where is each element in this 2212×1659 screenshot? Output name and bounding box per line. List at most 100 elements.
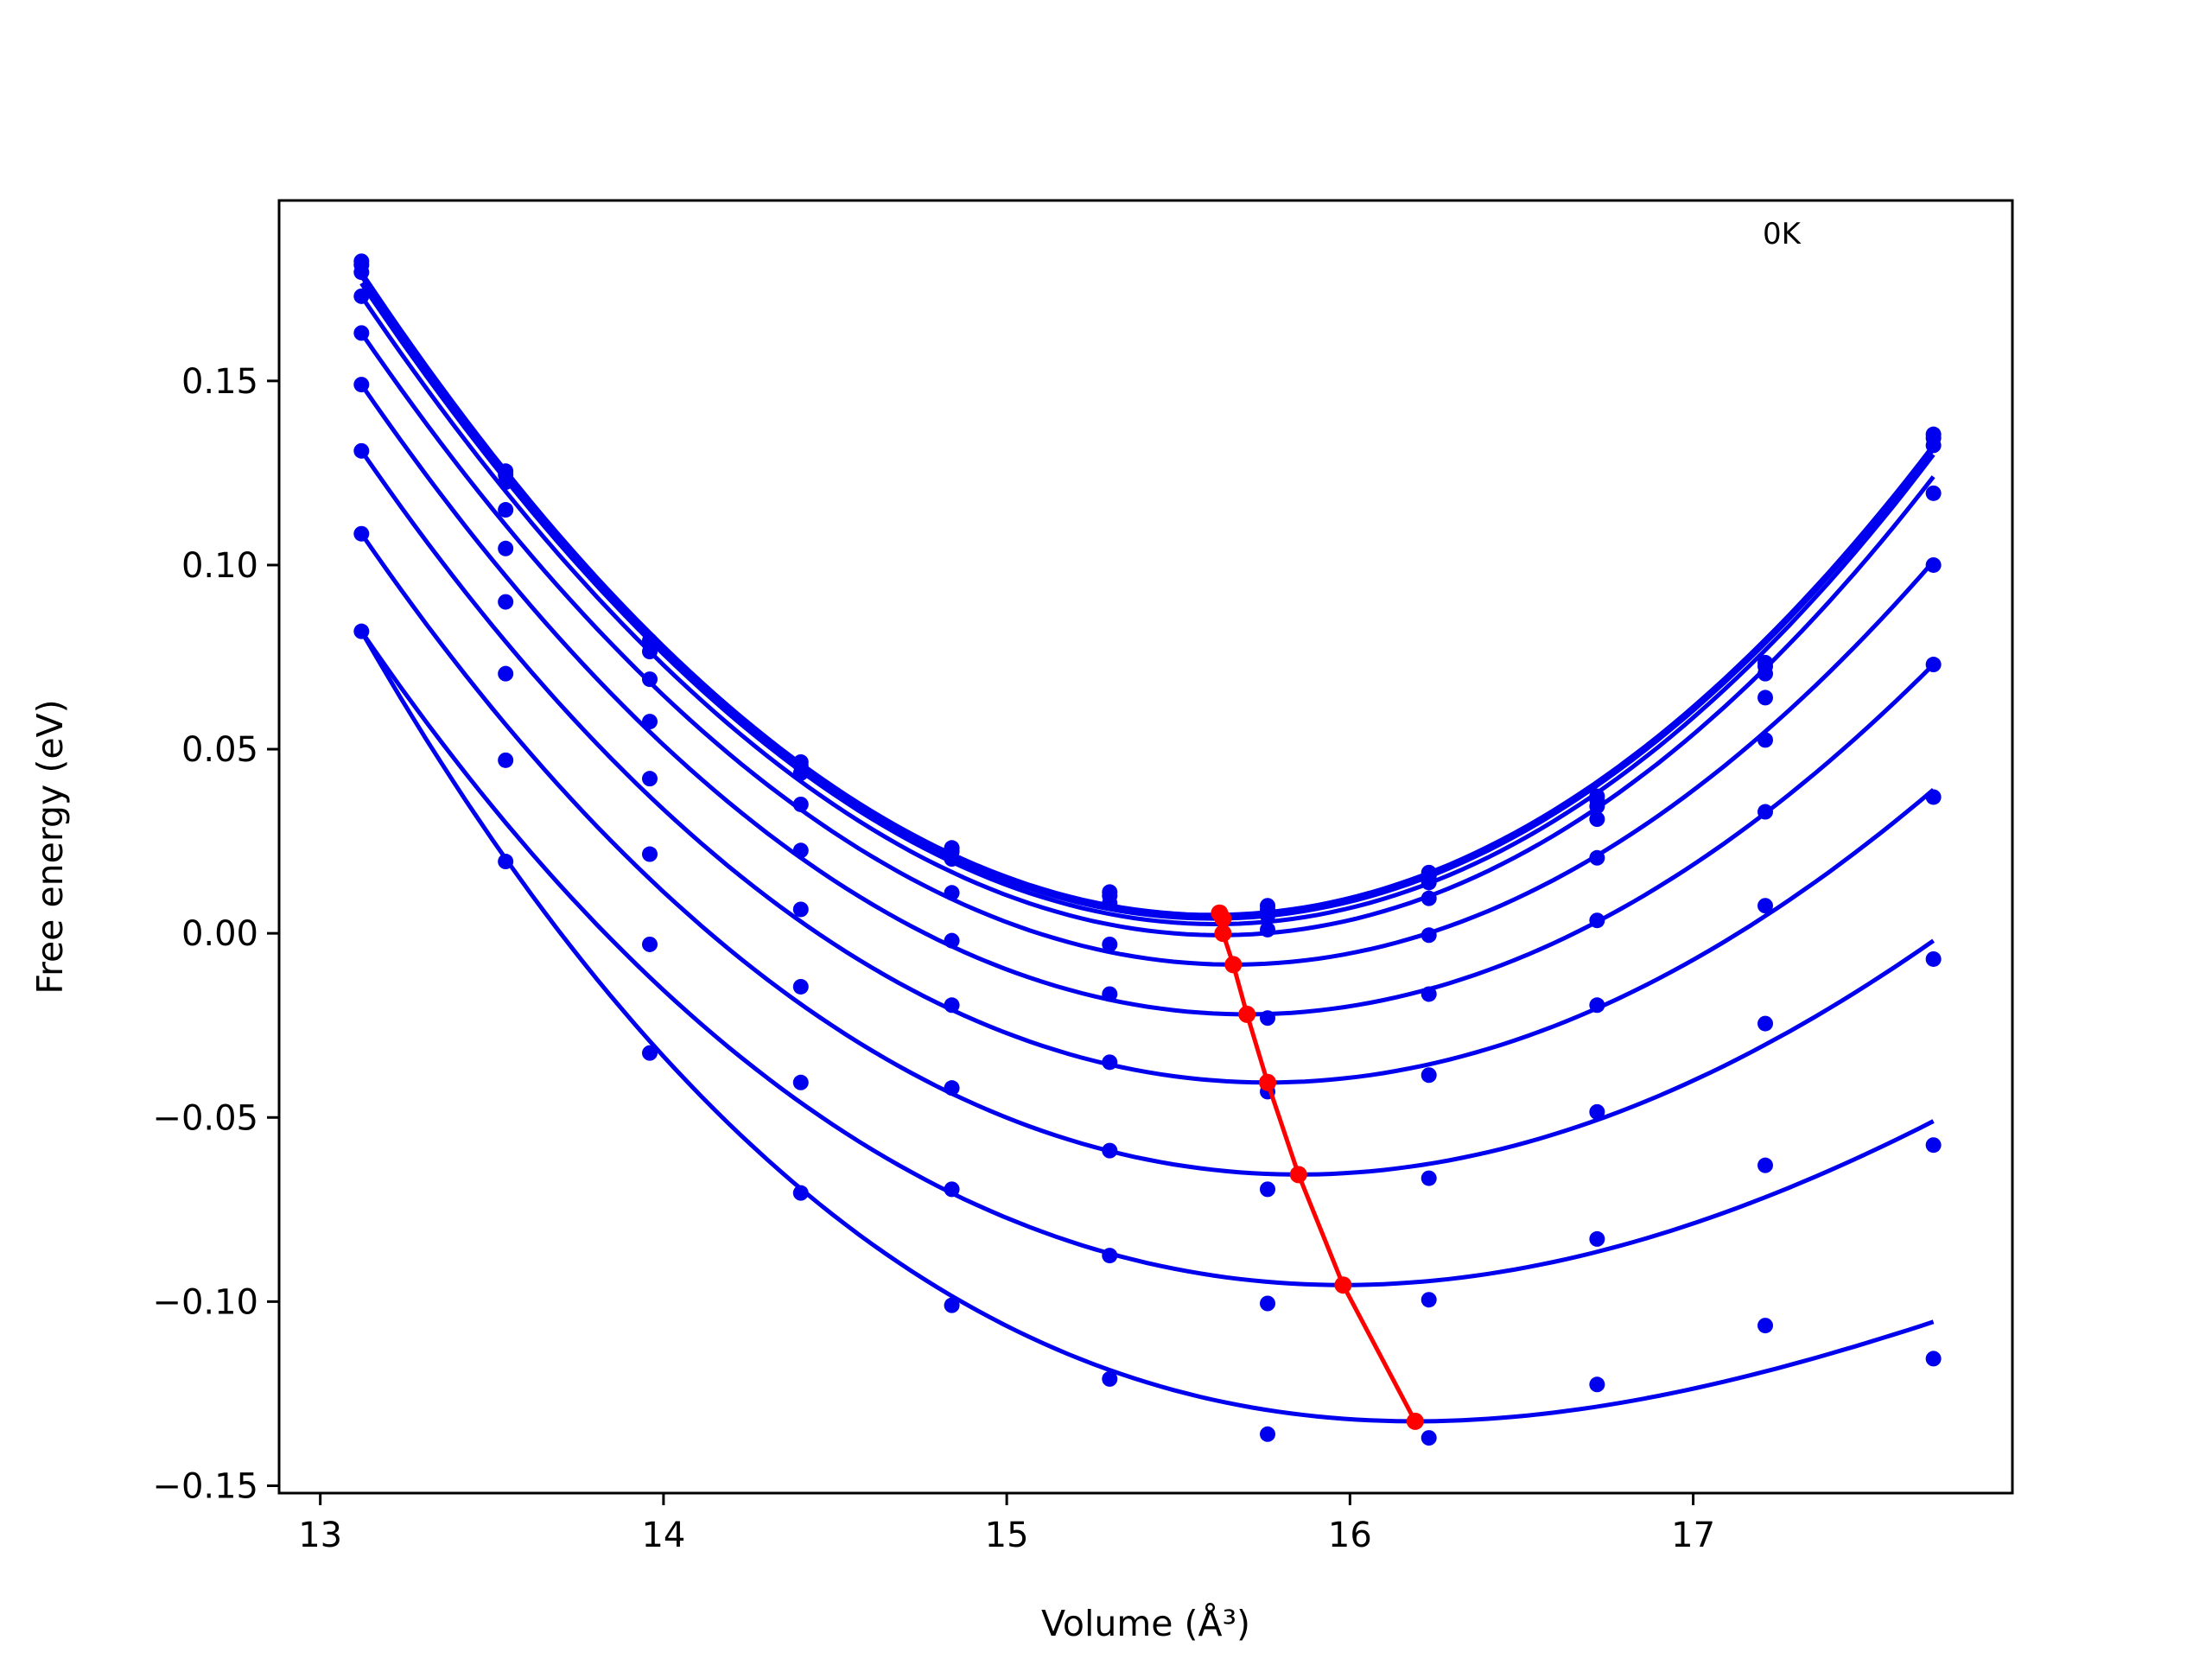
data-point-8 (1260, 1181, 1276, 1198)
data-point-4 (1925, 485, 1942, 501)
data-point-3 (1102, 895, 1118, 912)
minimum-point (1214, 910, 1232, 928)
fit-curve-7 (359, 449, 1936, 1085)
minimum-point (1224, 956, 1243, 974)
plot-layer (353, 253, 1942, 1446)
fit-curve-1 (359, 270, 1936, 918)
fit-curve-5 (359, 331, 1936, 967)
data-point-6 (792, 901, 809, 918)
data-point-9 (1260, 1295, 1276, 1312)
data-point-4 (1102, 936, 1118, 952)
data-point-6 (1102, 1054, 1118, 1071)
data-point-3 (1757, 665, 1773, 682)
data-point-6 (1421, 986, 1437, 1002)
data-point-4 (642, 671, 658, 688)
data-point-3 (792, 765, 809, 781)
data-point-7 (498, 665, 514, 682)
data-point-8 (1925, 950, 1942, 967)
data-point-7 (642, 846, 658, 862)
data-point-7 (1757, 898, 1773, 914)
data-point-4 (1421, 890, 1437, 906)
data-point-7 (1589, 997, 1605, 1014)
x-tick-label: 13 (298, 1516, 342, 1555)
data-point-6 (642, 771, 658, 787)
fit-curve-2 (359, 275, 1936, 921)
data-point-4 (1757, 690, 1773, 706)
data-point-3 (1589, 798, 1605, 815)
data-point-4 (1260, 921, 1276, 938)
data-point-5 (353, 325, 370, 341)
data-point-5 (792, 842, 809, 859)
y-tick-label: −0.10 (152, 1282, 258, 1322)
data-point-5 (642, 714, 658, 730)
data-point-5 (1757, 732, 1773, 748)
y-tick-label: −0.05 (152, 1098, 258, 1138)
data-point-5 (1260, 1010, 1276, 1027)
fit-curve-3 (359, 282, 1936, 927)
fit-curve-8 (359, 532, 1936, 1177)
data-point-5 (1589, 849, 1605, 866)
y-tick-label: 0.10 (181, 546, 258, 586)
data-point-5 (1925, 556, 1942, 573)
data-point-3 (498, 474, 514, 491)
data-point-9 (353, 623, 370, 639)
data-point-6 (944, 997, 960, 1014)
data-point-9 (1757, 1157, 1773, 1173)
data-point-3 (1925, 437, 1942, 454)
minimum-point (1214, 925, 1232, 943)
temperature-annotation: 0K (1763, 217, 1802, 251)
x-axis-ticks: 13 14 15 16 17 (298, 1493, 1715, 1555)
data-point-9 (1925, 1137, 1942, 1154)
data-point-8 (944, 1181, 960, 1198)
data-point-6 (1757, 804, 1773, 820)
y-tick-label: 0.05 (181, 730, 258, 770)
data-point-3 (642, 644, 658, 660)
minimum-point (1406, 1412, 1424, 1430)
x-tick-label: 16 (1328, 1516, 1372, 1555)
y-tick-label: 0.00 (181, 914, 258, 954)
data-point-9 (944, 1297, 960, 1313)
x-tick-label: 17 (1671, 1516, 1715, 1555)
data-point-8 (1102, 1248, 1118, 1264)
x-tick-label: 14 (641, 1516, 685, 1555)
y-tick-label: −0.15 (152, 1466, 258, 1506)
y-axis-ticks: −0.15 −0.10 −0.05 0.00 0.05 0.10 0.15 (152, 362, 279, 1506)
data-point-8 (1589, 1103, 1605, 1120)
data-point-9 (642, 1045, 658, 1061)
data-point-4 (498, 502, 514, 518)
fit-curve-4 (359, 295, 1936, 938)
data-point-5 (1421, 927, 1437, 944)
data-point-7 (1421, 1067, 1437, 1084)
data-point-9 (792, 1185, 809, 1201)
data-point-6 (498, 594, 514, 610)
data-point-7 (353, 442, 370, 459)
data-point-8 (792, 1074, 809, 1090)
fit-curve-6 (359, 383, 1936, 1017)
data-point-10 (1260, 1426, 1276, 1442)
data-point-6 (1589, 912, 1605, 929)
data-point-5 (944, 932, 960, 949)
data-point-6 (353, 377, 370, 393)
data-point-8 (1421, 1170, 1437, 1186)
data-point-10 (1757, 1318, 1773, 1334)
data-point-9 (498, 854, 514, 870)
data-point-3 (1421, 874, 1437, 891)
data-point-5 (498, 540, 514, 556)
data-point-4 (944, 885, 960, 901)
data-point-8 (498, 752, 514, 768)
data-point-4 (792, 796, 809, 812)
data-point-3 (944, 851, 960, 868)
data-point-7 (944, 1080, 960, 1096)
minimum-point (1259, 1073, 1277, 1091)
minimum-point (1289, 1166, 1307, 1184)
data-point-4 (353, 288, 370, 304)
data-point-8 (1757, 1015, 1773, 1032)
axes-frame (277, 199, 2014, 1495)
x-axis-label: Volume (Å³) (1041, 1603, 1250, 1644)
data-point-9 (1421, 1292, 1437, 1308)
data-point-4 (1589, 811, 1605, 828)
x-tick-label: 15 (985, 1516, 1029, 1555)
y-axis-label: Free energy (eV) (29, 699, 71, 994)
fit-curve-9 (359, 630, 1935, 1287)
